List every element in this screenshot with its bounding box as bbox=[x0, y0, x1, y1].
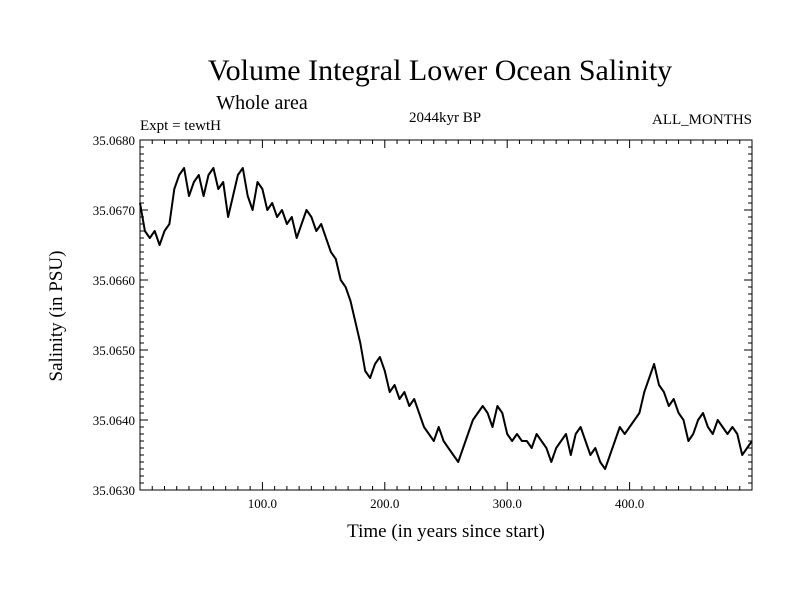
y-axis-label: Salinity (in PSU) bbox=[46, 251, 67, 382]
x-tick-label: 200.0 bbox=[370, 496, 399, 511]
salinity-series-line bbox=[139, 167, 753, 470]
chart-subtitle: Whole area bbox=[216, 92, 308, 114]
x-tick-label: 400.0 bbox=[615, 496, 644, 511]
y-tick-label: 35.0680 bbox=[93, 133, 135, 148]
y-tick-label: 35.0640 bbox=[93, 413, 135, 428]
x-tick-labels: 100.0 200.0 300.0 400.0 bbox=[248, 496, 644, 511]
tick-marks bbox=[140, 139, 752, 491]
plot-frame bbox=[139, 139, 753, 491]
x-tick-label: 300.0 bbox=[493, 496, 522, 511]
x-axis-label: Time (in years since start) bbox=[347, 521, 545, 542]
y-tick-label: 35.0630 bbox=[93, 483, 135, 498]
x-tick-label: 100.0 bbox=[248, 496, 277, 511]
y-tick-label: 35.0660 bbox=[93, 273, 135, 288]
y-tick-labels: 35.0630 35.0640 35.0650 35.0660 35.0670 35.06… bbox=[93, 133, 135, 498]
experiment-label: Expt = tewtH bbox=[140, 118, 221, 134]
y-tick-label: 35.0670 bbox=[93, 203, 135, 218]
period-label: 2044kyr BP bbox=[409, 110, 481, 126]
chart-title: Volume Integral Lower Ocean Salinity bbox=[208, 54, 672, 87]
months-label: ALL_MONTHS bbox=[652, 112, 752, 128]
y-tick-label: 35.0650 bbox=[93, 343, 135, 358]
